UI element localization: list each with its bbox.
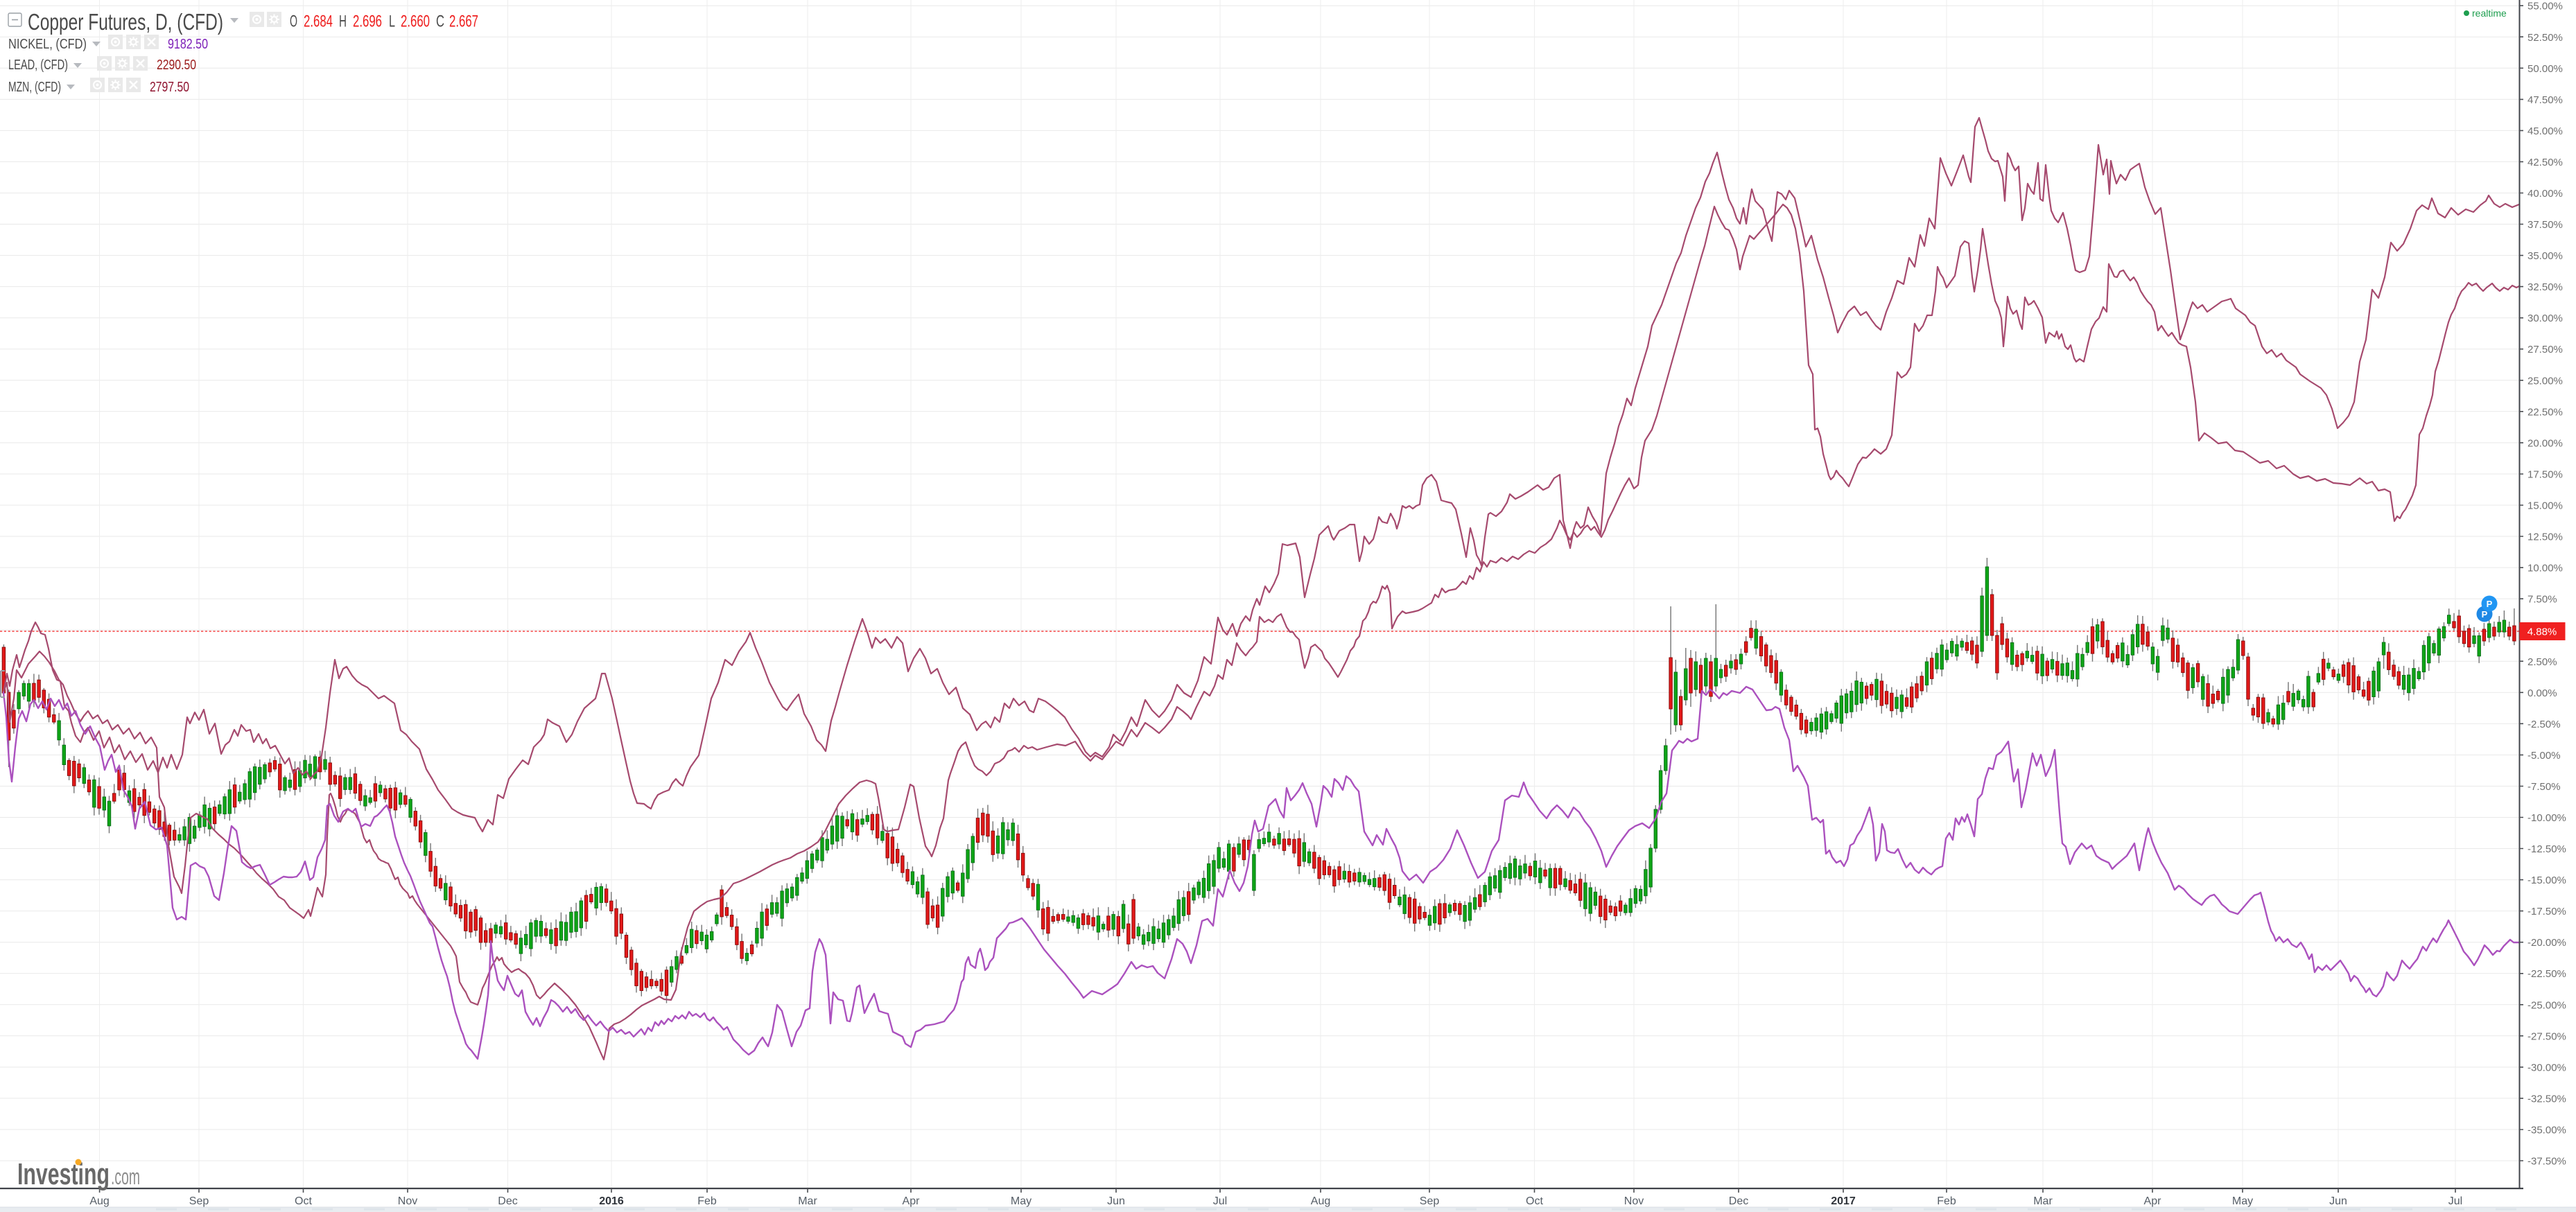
svg-text:O: O: [290, 12, 297, 31]
svg-text:7.50%: 7.50%: [2527, 594, 2557, 606]
svg-text:Apr: Apr: [903, 1195, 921, 1207]
svg-text:0.00%: 0.00%: [2527, 687, 2557, 699]
svg-text:-10.00%: -10.00%: [2527, 812, 2566, 824]
svg-text:LEAD, (CFD): LEAD, (CFD): [8, 58, 68, 73]
svg-text:-7.50%: -7.50%: [2527, 781, 2561, 793]
svg-text:May: May: [2232, 1195, 2253, 1207]
svg-text:47.50%: 47.50%: [2527, 94, 2563, 106]
svg-text:15.00%: 15.00%: [2527, 500, 2563, 512]
svg-text:May: May: [1011, 1195, 1032, 1207]
svg-text:NICKEL, (CFD): NICKEL, (CFD): [8, 37, 87, 52]
svg-text:2017: 2017: [1831, 1195, 1856, 1207]
svg-text:2.660: 2.660: [401, 12, 430, 31]
svg-text:-32.50%: -32.50%: [2527, 1093, 2566, 1105]
svg-text:-20.00%: -20.00%: [2527, 937, 2566, 949]
svg-text:Oct: Oct: [295, 1195, 312, 1207]
svg-text:35.00%: 35.00%: [2527, 250, 2563, 262]
svg-text:-35.00%: -35.00%: [2527, 1125, 2566, 1136]
svg-text:52.50%: 52.50%: [2527, 32, 2563, 44]
svg-text:L: L: [389, 12, 395, 31]
svg-text:Copper Futures, D, (CFD): Copper Futures, D, (CFD): [28, 9, 223, 35]
svg-text:-17.50%: -17.50%: [2527, 906, 2566, 917]
svg-text:-30.00%: -30.00%: [2527, 1062, 2566, 1073]
svg-text:-15.00%: -15.00%: [2527, 875, 2566, 886]
svg-text:2016: 2016: [599, 1195, 624, 1207]
svg-text:55.00%: 55.00%: [2527, 1, 2563, 12]
svg-text:Dec: Dec: [1729, 1195, 1748, 1207]
svg-text:-25.00%: -25.00%: [2527, 999, 2566, 1011]
svg-text:32.50%: 32.50%: [2527, 281, 2563, 293]
svg-text:-5.00%: -5.00%: [2527, 750, 2561, 762]
svg-text:Mar: Mar: [798, 1195, 817, 1207]
svg-text:2.667: 2.667: [449, 12, 478, 31]
svg-text:30.00%: 30.00%: [2527, 313, 2563, 324]
svg-text:2797.50: 2797.50: [150, 80, 189, 95]
svg-text:12.50%: 12.50%: [2527, 532, 2563, 543]
svg-text:-22.50%: -22.50%: [2527, 968, 2566, 980]
svg-text:20.00%: 20.00%: [2527, 437, 2563, 449]
svg-text:9182.50: 9182.50: [168, 37, 208, 52]
svg-text:-27.50%: -27.50%: [2527, 1030, 2566, 1042]
svg-text:-12.50%: -12.50%: [2527, 843, 2566, 855]
svg-text:45.00%: 45.00%: [2527, 125, 2563, 137]
svg-text:Nov: Nov: [1624, 1195, 1644, 1207]
svg-text:17.50%: 17.50%: [2527, 469, 2563, 481]
svg-text:Apr: Apr: [2144, 1195, 2162, 1207]
svg-text:-2.50%: -2.50%: [2527, 719, 2561, 730]
svg-text:27.50%: 27.50%: [2527, 344, 2563, 355]
svg-text:22.50%: 22.50%: [2527, 406, 2563, 418]
svg-text:-37.50%: -37.50%: [2527, 1156, 2566, 1168]
svg-text:Jul: Jul: [1213, 1195, 1227, 1207]
svg-text:MZN, (CFD): MZN, (CFD): [8, 80, 61, 95]
svg-text:37.50%: 37.50%: [2527, 219, 2563, 231]
svg-text:25.00%: 25.00%: [2527, 375, 2563, 387]
svg-text:40.00%: 40.00%: [2527, 188, 2563, 200]
svg-text:2.50%: 2.50%: [2527, 656, 2557, 668]
svg-text:Aug: Aug: [89, 1195, 109, 1207]
svg-text:Jul: Jul: [2448, 1195, 2462, 1207]
svg-text:Investing: Investing: [17, 1157, 110, 1191]
svg-text:42.50%: 42.50%: [2527, 157, 2563, 168]
svg-text:Sep: Sep: [1420, 1195, 1440, 1207]
svg-text:2.684: 2.684: [304, 12, 333, 31]
svg-text:.com: .com: [111, 1164, 140, 1189]
svg-text:realtime: realtime: [2472, 8, 2507, 19]
svg-text:Jun: Jun: [1107, 1195, 1125, 1207]
svg-text:50.00%: 50.00%: [2527, 63, 2563, 75]
svg-text:Feb: Feb: [697, 1195, 717, 1207]
svg-text:Mar: Mar: [2033, 1195, 2053, 1207]
svg-text:Dec: Dec: [498, 1195, 517, 1207]
svg-text:Oct: Oct: [1526, 1195, 1543, 1207]
svg-text:4.88%: 4.88%: [2527, 626, 2557, 638]
svg-text:P: P: [2482, 609, 2488, 620]
svg-text:Feb: Feb: [1937, 1195, 1956, 1207]
svg-text:10.00%: 10.00%: [2527, 563, 2563, 574]
svg-text:2.696: 2.696: [353, 12, 382, 31]
svg-text:Sep: Sep: [189, 1195, 209, 1207]
svg-text:Jun: Jun: [2329, 1195, 2347, 1207]
svg-text:Nov: Nov: [398, 1195, 417, 1207]
svg-text:C: C: [436, 12, 444, 31]
svg-text:2290.50: 2290.50: [157, 58, 196, 73]
svg-text:P: P: [2487, 599, 2493, 609]
svg-text:Aug: Aug: [1311, 1195, 1330, 1207]
svg-text:H: H: [339, 12, 347, 31]
